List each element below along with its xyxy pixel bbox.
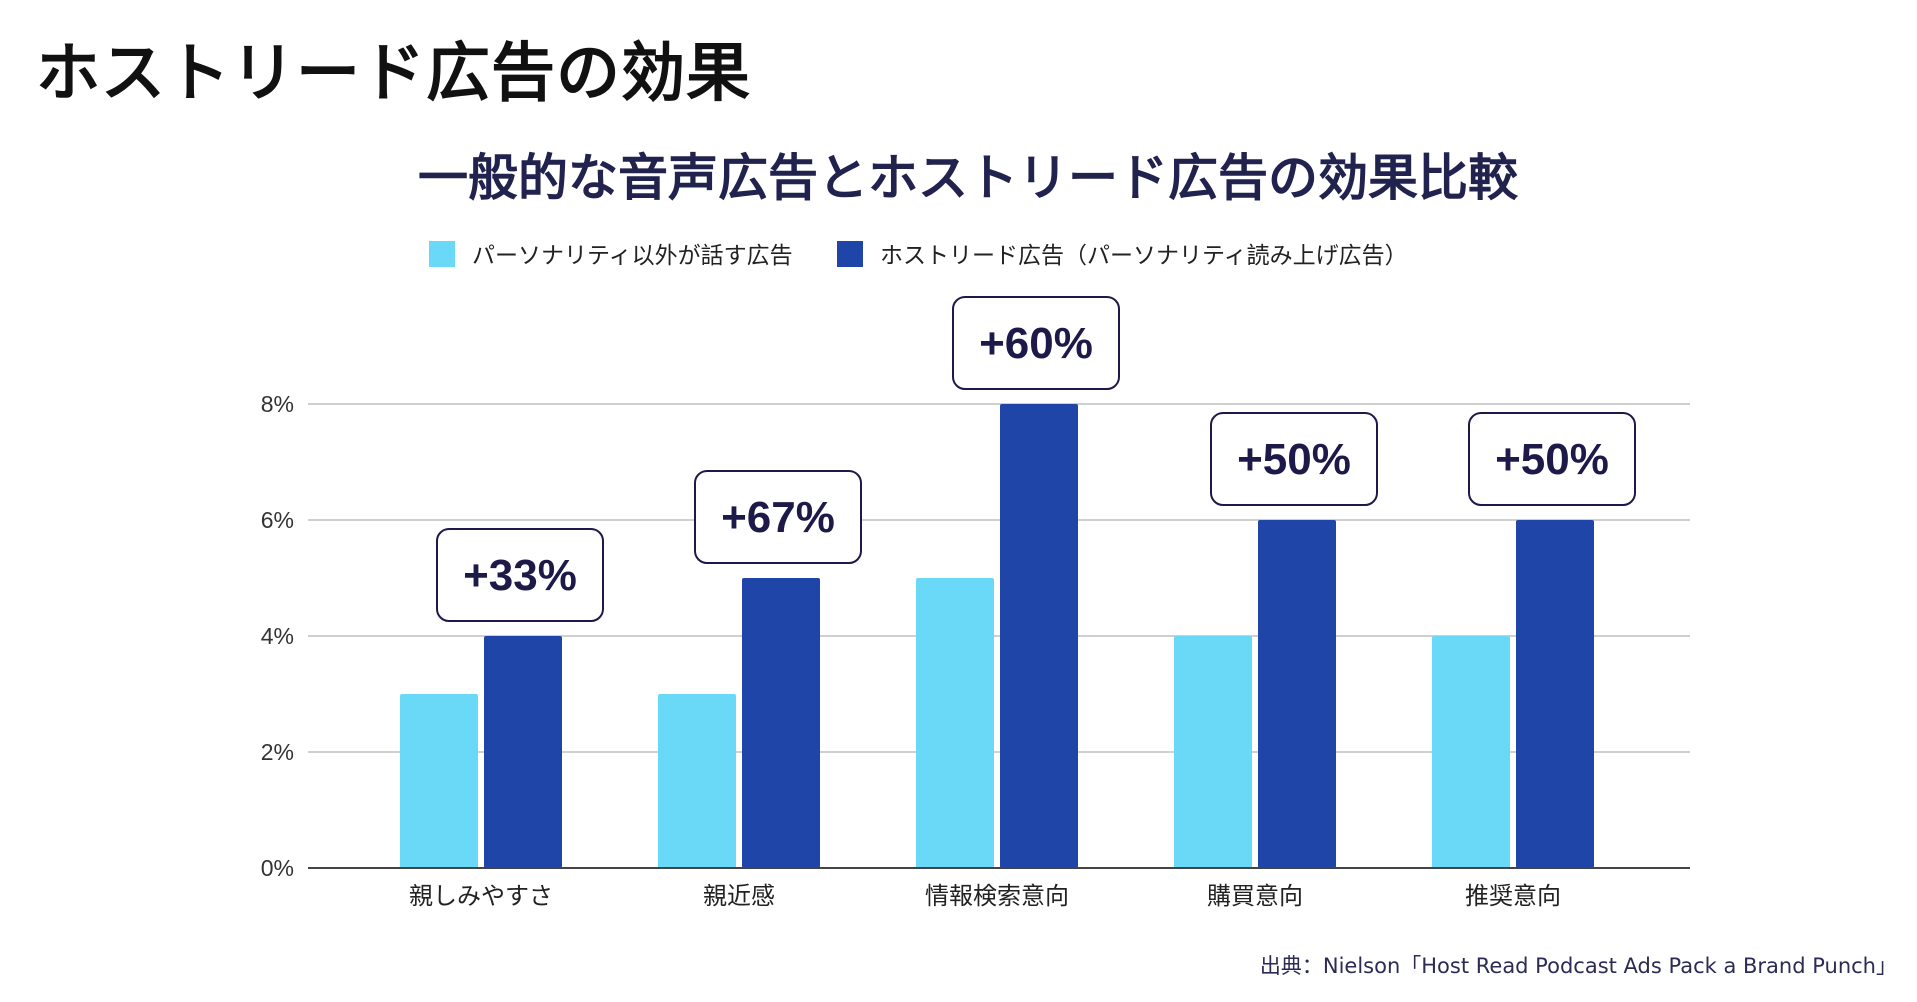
callout-box (952, 296, 1120, 390)
legend-label-light: パーソナリティ以外が話す広告 (472, 243, 793, 269)
x-category-label: 推奨意向 (1465, 882, 1561, 910)
bar-standard-ad (916, 578, 994, 868)
x-category-label: 購買意向 (1207, 882, 1303, 910)
legend-label-dark: ホストリード広告（パーソナリティ読み上げ広告） (880, 243, 1408, 269)
bar-standard-ad (1174, 636, 1252, 868)
bar-standard-ad (400, 694, 478, 868)
bar-standard-ad (658, 694, 736, 868)
bar-host-read-ad (742, 578, 820, 868)
callout-label: +67% (721, 493, 835, 542)
x-category-label: 情報検索意向 (925, 882, 1069, 910)
page-title: ホストリード広告の効果 (36, 37, 751, 111)
callout-label: +33% (463, 551, 577, 600)
y-tick-label: 4% (261, 623, 294, 649)
legend-swatch-light (429, 241, 455, 267)
y-tick-label: 6% (261, 507, 294, 533)
bar-host-read-ad (484, 636, 562, 868)
x-category-label: 親近感 (703, 882, 775, 910)
callout-label: +50% (1495, 435, 1609, 484)
y-tick-label: 8% (261, 391, 294, 417)
bar-standard-ad (1432, 636, 1510, 868)
callout-label: +60% (979, 319, 1093, 368)
legend-swatch-dark (837, 241, 863, 267)
source-citation: 出典：Nielson「Host Read Podcast Ads Pack a … (1259, 954, 1897, 978)
x-category-label: 親しみやすさ (409, 882, 553, 910)
chart-title: 一般的な音声広告とホストリード広告の効果比較 (418, 149, 1519, 207)
callout-box (694, 470, 862, 564)
callout-box (436, 528, 604, 622)
bar-host-read-ad (1000, 404, 1078, 868)
y-tick-label: 2% (261, 739, 294, 765)
bar-host-read-ad (1258, 520, 1336, 868)
callout-box (1210, 412, 1378, 506)
bar-host-read-ad (1516, 520, 1594, 868)
callout-box (1468, 412, 1636, 506)
callout-label: +50% (1237, 435, 1351, 484)
y-tick-label: 0% (261, 855, 294, 881)
